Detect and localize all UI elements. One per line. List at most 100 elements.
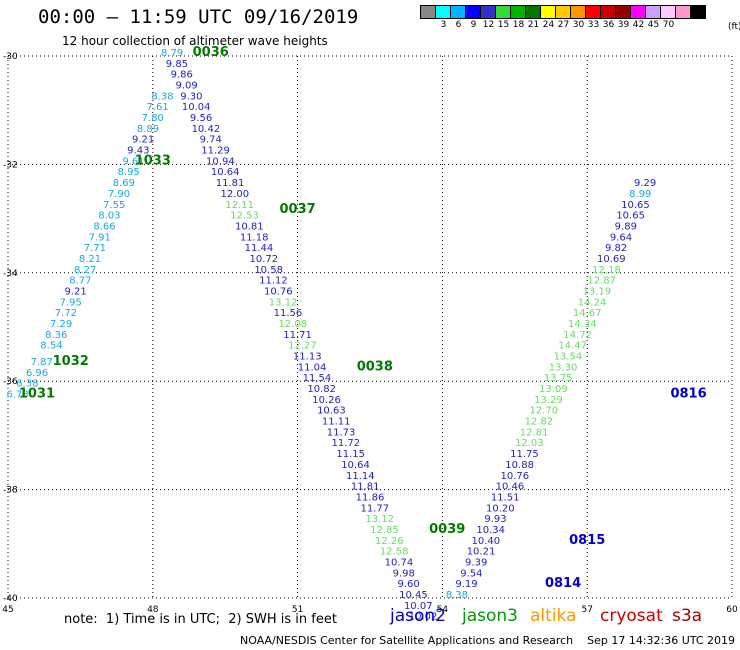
color-scale-labels: 3 6 9 12 15 18 21 24 27 30 33 36 39 42 45 70: [421, 20, 706, 30]
data-point-label: 11.18: [240, 232, 269, 243]
data-point-label: 10.40: [472, 536, 501, 547]
data-point-label: 12.03: [515, 438, 544, 449]
data-point-label: 10.58: [254, 265, 283, 276]
x-tick-label: 48: [147, 605, 159, 615]
data-point-label: 9.39: [465, 557, 487, 568]
data-point-label: 13.12: [269, 297, 298, 308]
data-point-label: 11.81: [216, 178, 245, 189]
scale-label: 70: [662, 20, 675, 30]
data-point-label: 11.13: [293, 352, 322, 363]
data-point-label: 9.19: [455, 579, 477, 590]
data-point-label: 7.95: [60, 297, 82, 308]
satellite-jason2: jason2: [390, 606, 446, 626]
data-point-label: 14.72: [563, 330, 592, 341]
data-point-label: 9.43: [127, 146, 149, 157]
y-tick-label: -40: [3, 594, 18, 604]
data-point-label: 13.09: [539, 384, 568, 395]
data-point-label: 9.93: [484, 514, 506, 525]
data-point-label: 13.12: [365, 514, 394, 525]
data-point-label: 10.63: [317, 406, 346, 417]
data-point-label: 10.64: [211, 167, 240, 178]
data-point-label: 8.79: [161, 48, 183, 59]
data-point-label: 8.89: [137, 124, 159, 135]
data-point-label: 11.73: [327, 427, 356, 438]
data-point-label: 14.24: [578, 297, 607, 308]
data-point-label: 12.58: [380, 547, 409, 558]
data-point-label: 11.71: [283, 330, 312, 341]
data-point-label: 11.51: [491, 492, 520, 503]
data-point-label: 8.69: [113, 178, 135, 189]
y-tick-label: -38: [3, 486, 18, 496]
data-point-label: 11.44: [245, 243, 274, 254]
scale-label: 45: [647, 20, 660, 30]
scale-label: 30: [572, 20, 585, 30]
data-point-label: 7.61: [146, 102, 168, 113]
data-point-label: 12.70: [529, 406, 558, 417]
data-point-label: 8.95: [118, 167, 140, 178]
data-point-label: 7.87: [31, 357, 53, 368]
data-point-label: 9.54: [460, 568, 482, 579]
x-tick-label: 54: [437, 605, 449, 615]
data-point-label: 7.29: [50, 319, 72, 330]
data-point-label: 10.20: [486, 503, 515, 514]
chart-title: 00:00 — 11:59 UTC 09/16/2019: [38, 6, 359, 28]
data-point-label: 10.69: [597, 254, 626, 265]
data-point-label: 10.21: [467, 547, 496, 558]
data-point-label: 12.81: [520, 427, 549, 438]
data-point-label: 10.34: [476, 525, 505, 536]
satellite-altika: altika: [530, 606, 577, 626]
time-label: 0816: [670, 386, 706, 401]
y-tick-label: -36: [3, 377, 18, 387]
data-point-label: 12.00: [221, 189, 250, 200]
data-point-label: 8.03: [98, 211, 120, 222]
data-point-label: 10.65: [616, 211, 645, 222]
data-point-label: 13.30: [549, 362, 578, 373]
data-point-label: 11.77: [361, 503, 390, 514]
y-tick-label: -34: [3, 269, 18, 279]
data-point-label: 12.08: [278, 319, 307, 330]
data-point-label: 9.86: [171, 70, 193, 81]
time-label: 0814: [545, 576, 581, 591]
data-point-label: 7.71: [84, 243, 106, 254]
data-point-label: 14.47: [558, 341, 587, 352]
time-label: 1033: [135, 153, 171, 168]
scale-label: 12: [482, 20, 495, 30]
time-label: 0815: [569, 533, 605, 548]
data-point-label: 8.38: [151, 91, 173, 102]
data-point-label: 9.56: [190, 113, 212, 124]
data-point-label: 7.55: [103, 200, 125, 211]
data-point-label: 12.18: [592, 265, 621, 276]
data-point-label: 8.99: [629, 189, 651, 200]
data-point-label: 13.19: [583, 286, 612, 297]
data-point-label: 14.34: [568, 319, 597, 330]
time-label: 1032: [53, 354, 89, 369]
footer-note: note: 1) Time is in UTC; 2) SWH is in fe…: [64, 612, 337, 627]
data-point-label: 10.26: [312, 395, 341, 406]
data-point-label: 11.12: [259, 276, 288, 287]
scale-label: 33: [587, 20, 600, 30]
data-point-label: 11.14: [346, 471, 375, 482]
data-point-label: 12.26: [375, 536, 404, 547]
scale-label: 21: [527, 20, 540, 30]
data-point-label: 10.45: [399, 590, 428, 601]
data-point-label: 9.61: [122, 156, 144, 167]
chart-subtitle: 12 hour collection of altimeter wave hei…: [62, 34, 328, 48]
data-point-label: 8.36: [45, 330, 67, 341]
time-label: 0037: [280, 202, 316, 217]
scale-label: 27: [557, 20, 570, 30]
data-point-label: 12.53: [230, 211, 259, 222]
data-point-label: 9.21: [64, 286, 86, 297]
data-point-label: 10.88: [505, 460, 534, 471]
data-point-label: 11.54: [303, 373, 332, 384]
satellite-s3a: s3a: [672, 606, 703, 626]
data-point-label: 11.72: [332, 438, 361, 449]
data-point-label: 8.54: [40, 341, 62, 352]
data-point-label: 13.75: [544, 373, 573, 384]
color-scale-legend: 3 6 9 12 15 18 21 24 27 30 33 36 39 42 45 70: [420, 5, 706, 30]
data-point-label: 13.54: [554, 352, 583, 363]
data-point-label: 8.77: [69, 276, 91, 287]
footer-credit: NOAA/NESDIS Center for Satellite Applica…: [240, 634, 736, 647]
data-point-label: 10.02: [409, 612, 438, 623]
scale-label: 9: [470, 20, 477, 30]
data-point-label: 9.85: [166, 59, 188, 70]
